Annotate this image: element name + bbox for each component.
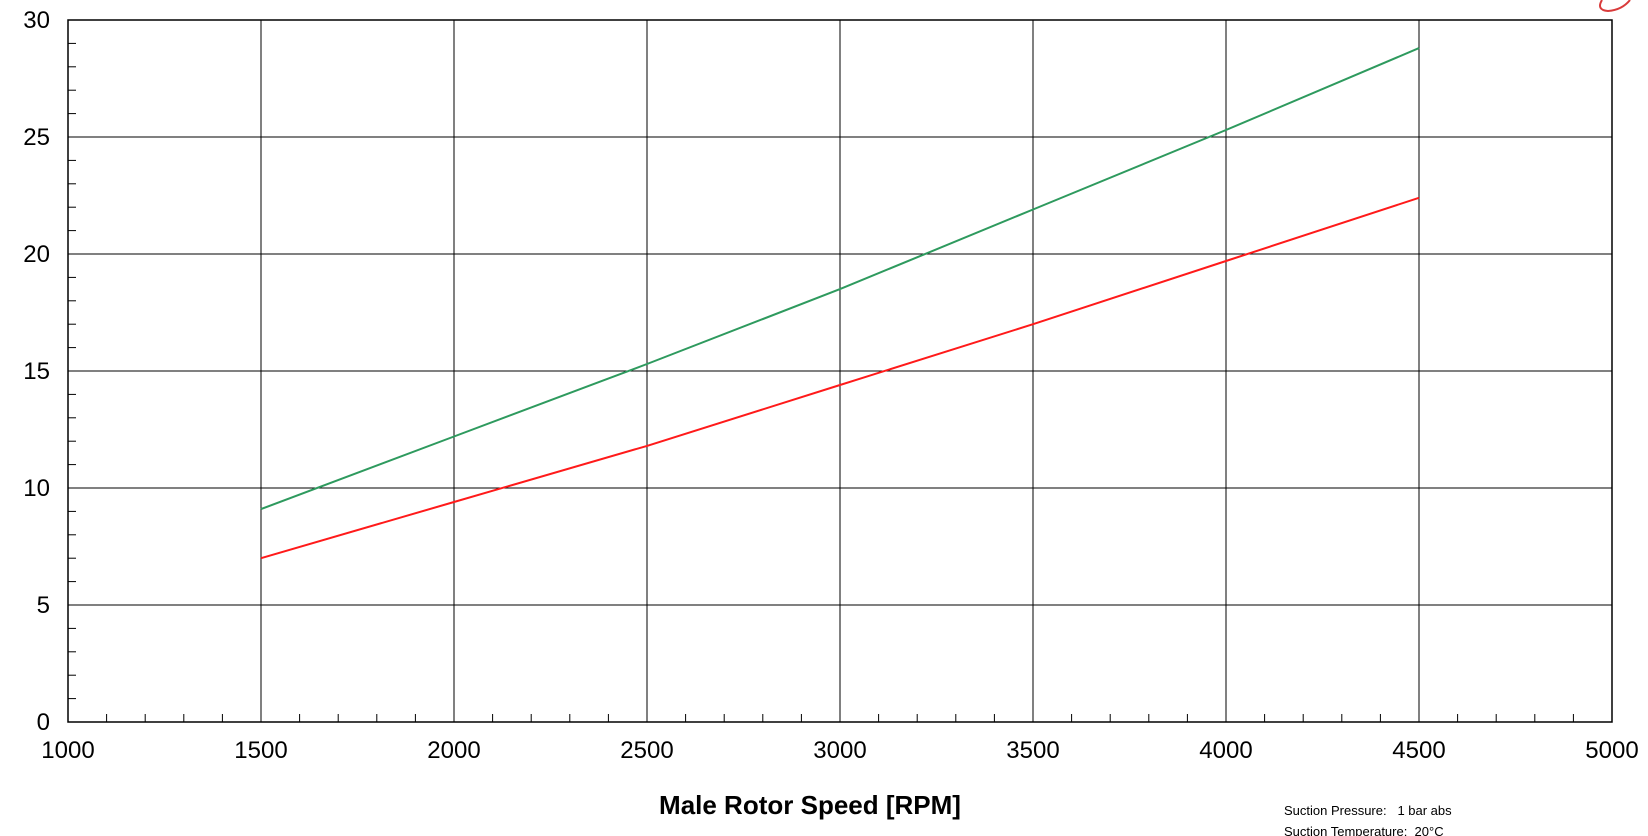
x-tick-label: 1500 xyxy=(234,737,287,764)
suction-pressure-note: Suction Pressure: 1 bar abs xyxy=(1284,803,1452,818)
series-line-green xyxy=(260,47,1420,511)
y-tick-label: 10 xyxy=(23,475,50,502)
minor-ticks xyxy=(68,42,1574,722)
grid-lines xyxy=(68,20,1612,722)
y-tick-label: 15 xyxy=(23,358,50,385)
plot-frame xyxy=(67,19,1613,723)
logo-mark xyxy=(1599,0,1631,13)
y-tick-label: 5 xyxy=(37,592,50,619)
tick-labels: 1000 1500 2000 2500 3000 3500 4000 4500 5000 0 5 10… xyxy=(23,7,1638,764)
y-tick-label: 25 xyxy=(23,124,50,151)
x-tick-label: 2000 xyxy=(427,737,480,764)
x-tick-label: 2500 xyxy=(620,737,673,764)
x-tick-label: 4000 xyxy=(1199,737,1252,764)
x-tick-label: 5000 xyxy=(1585,737,1638,764)
y-tick-label: 20 xyxy=(23,241,50,268)
x-tick-label: 3500 xyxy=(1006,737,1059,764)
y-tick-label: 0 xyxy=(37,709,50,736)
series-line-red xyxy=(260,196,1420,560)
x-axis-title: Male Rotor Speed [RPM] xyxy=(659,790,961,820)
y-tick-label: 30 xyxy=(23,7,50,34)
series-lines xyxy=(260,47,1420,560)
x-tick-label: 3000 xyxy=(813,737,866,764)
x-tick-label: 1000 xyxy=(41,737,94,764)
x-tick-label: 4500 xyxy=(1392,737,1445,764)
suction-temperature-note: Suction Temperature: 20°C xyxy=(1284,824,1444,836)
